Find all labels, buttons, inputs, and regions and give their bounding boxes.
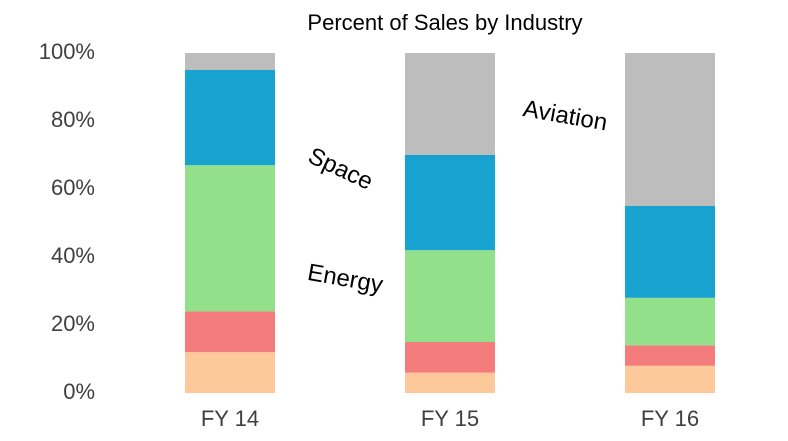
bar-segment (185, 352, 275, 393)
bar-segment (185, 165, 275, 312)
bar-segment (625, 345, 715, 366)
x-tick-label: FY 15 (421, 406, 479, 431)
series-annotation: Aviation (521, 95, 609, 136)
bar-segment (625, 297, 715, 346)
y-tick-label: 40% (51, 243, 95, 268)
x-tick-label: FY 14 (201, 406, 259, 431)
y-tick-label: 0% (63, 379, 95, 404)
bar-segment (625, 365, 715, 393)
y-tick-label: 20% (51, 311, 95, 336)
series-annotation: Energy (305, 259, 385, 299)
y-tick-label: 100% (39, 39, 95, 64)
series-annotation: Space (304, 142, 377, 195)
y-tick-label: 80% (51, 107, 95, 132)
bar-segment (185, 70, 275, 166)
bar-segment (405, 342, 495, 373)
x-tick-label: FY 16 (641, 406, 699, 431)
bar-segment (185, 311, 275, 353)
bar-segment (405, 53, 495, 155)
bar-segment (625, 206, 715, 298)
bar-segment (405, 372, 495, 393)
bar-segment (185, 53, 275, 70)
bar-segment (405, 155, 495, 251)
y-tick-label: 60% (51, 175, 95, 200)
bar-segment (405, 250, 495, 342)
bar-segment (625, 53, 715, 206)
chart-title: Percent of Sales by Industry (307, 10, 582, 35)
